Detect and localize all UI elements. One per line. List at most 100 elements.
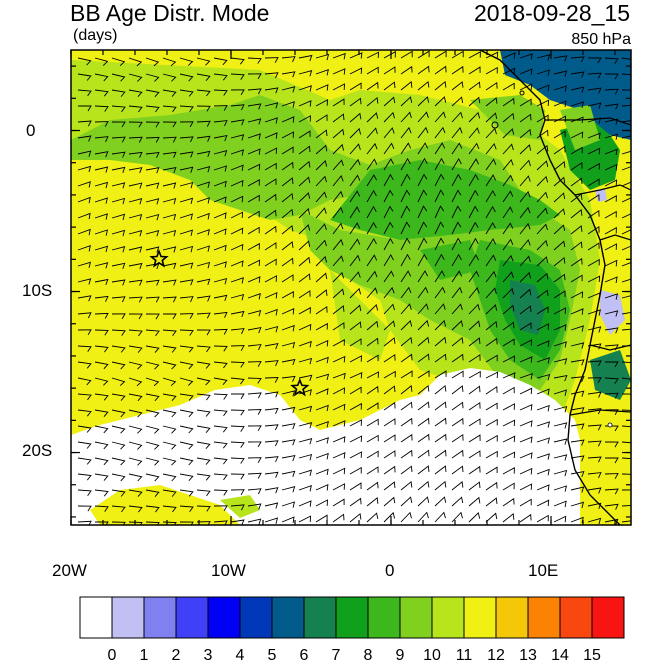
wind-barb — [468, 51, 481, 59]
wind-barb — [77, 181, 91, 188]
wind-barb — [502, 321, 515, 331]
wind-barb — [587, 258, 600, 267]
wind-barb — [247, 425, 262, 432]
wind-barb — [213, 196, 227, 203]
wind-barb — [570, 501, 585, 509]
wind-barb — [111, 457, 126, 466]
wind-barb — [94, 105, 109, 112]
wind-barb — [502, 467, 515, 475]
wind-barb — [553, 389, 568, 396]
wind-barb — [145, 105, 160, 113]
wind-barb — [553, 176, 566, 187]
wind-barb — [247, 518, 262, 525]
wind-barb — [451, 237, 462, 251]
wind-barb — [315, 191, 327, 203]
wind-barb — [604, 226, 617, 235]
wind-barb — [536, 437, 551, 444]
wind-barb — [434, 189, 445, 203]
wind-barb — [349, 238, 361, 251]
wind-barb — [298, 160, 311, 171]
wind-barb — [94, 521, 109, 525]
wind-barb — [349, 497, 362, 507]
wind-barb — [179, 441, 194, 450]
wind-barb — [400, 370, 413, 379]
wind-barb — [553, 375, 568, 382]
wind-barb — [213, 377, 228, 385]
wind-barb — [264, 225, 277, 235]
wind-barb — [196, 345, 211, 353]
wind-barb — [281, 501, 296, 508]
wind-barb — [264, 502, 279, 509]
wind-barb — [349, 451, 362, 459]
wind-barb — [519, 339, 532, 347]
wind-barb — [315, 322, 328, 331]
wind-barb — [366, 270, 378, 283]
wind-barb — [298, 500, 312, 507]
wind-barb — [451, 189, 462, 203]
wind-barb — [264, 117, 278, 124]
wind-barb — [315, 53, 330, 61]
wind-barb — [179, 393, 194, 401]
wind-barb — [128, 198, 143, 205]
wind-barb — [213, 409, 228, 417]
x-tick-20w: 20W — [52, 561, 87, 580]
wind-barb — [128, 213, 143, 221]
wind-barb — [587, 87, 602, 94]
wind-barb — [349, 254, 361, 267]
wind-barb — [451, 433, 464, 443]
wind-barb — [349, 466, 362, 475]
wind-barb — [264, 407, 279, 414]
wind-barb — [298, 273, 311, 283]
wind-barb — [349, 206, 361, 219]
colorbar — [79, 596, 625, 639]
wind-barb — [383, 205, 394, 219]
wind-barb — [536, 54, 551, 61]
wind-barb — [502, 158, 514, 171]
wind-barb — [400, 126, 412, 139]
wind-barb — [417, 480, 430, 491]
axis-ticks — [70, 50, 631, 525]
wind-barb — [536, 484, 550, 491]
wind-barb — [485, 304, 498, 315]
wind-barb — [519, 452, 533, 459]
wind-barb — [553, 341, 567, 348]
wind-barb — [349, 67, 363, 75]
wind-barb — [468, 481, 481, 491]
wind-barb — [315, 207, 327, 219]
wind-barb — [434, 221, 445, 235]
wind-barb — [587, 391, 602, 398]
wind-barb — [553, 454, 568, 461]
wind-barb — [298, 340, 312, 348]
wind-barb — [553, 485, 568, 492]
wind-barb — [604, 133, 619, 140]
colorbar-swatch — [367, 596, 401, 639]
wind-barb — [417, 173, 428, 187]
wind-barb — [485, 142, 497, 155]
wind-barb — [281, 486, 296, 493]
wind-barb — [604, 179, 618, 187]
wind-barb — [366, 158, 378, 171]
wind-barb — [128, 296, 143, 303]
wind-barb — [281, 86, 296, 93]
wind-barb — [247, 148, 261, 155]
wind-barb — [264, 440, 279, 447]
wind-barb — [247, 377, 262, 384]
wind-barb — [145, 279, 160, 286]
wind-barb — [536, 207, 548, 219]
wind-barb — [77, 329, 92, 336]
wind-barb — [230, 457, 245, 464]
wind-barb — [485, 189, 496, 203]
wind-barb — [162, 441, 177, 450]
wind-barb — [162, 105, 177, 113]
wind-barb — [553, 192, 566, 203]
wind-barb — [315, 114, 328, 123]
wind-barb — [281, 470, 296, 477]
colorbar-swatch — [239, 596, 273, 639]
wind-barb — [451, 511, 463, 523]
wind-barb — [417, 511, 429, 523]
wind-barb — [162, 167, 177, 174]
wind-barb — [536, 357, 550, 364]
wind-barb — [502, 174, 514, 187]
wind-barb — [230, 149, 245, 156]
wind-barb — [77, 312, 92, 319]
